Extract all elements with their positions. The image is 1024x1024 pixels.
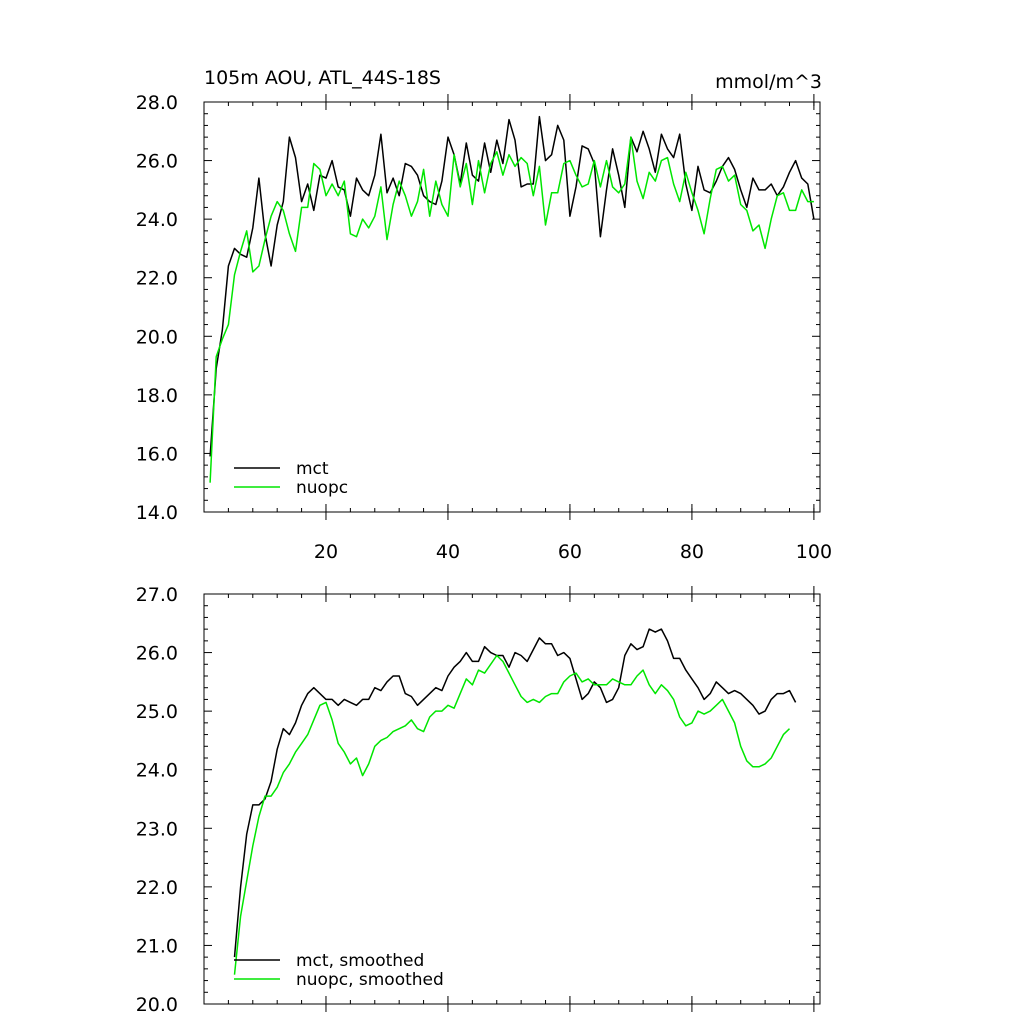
x-tick-label: 60 <box>558 541 582 563</box>
top-panel: 14.0 16.0 18.0 20.0 22.0 24.0 26.0 28.0 20 40 60 80… <box>136 92 832 563</box>
y-tick-label: 22.0 <box>136 268 178 290</box>
x-tick-label: 40 <box>436 541 460 563</box>
y-tick-label: 27.0 <box>136 584 178 606</box>
plot-frame <box>203 101 821 513</box>
legend-label: nuopc, smoothed <box>296 970 444 990</box>
legend-label: mct <box>296 459 329 479</box>
y-tick-label: 23.0 <box>136 818 178 840</box>
y-tick-label: 20.0 <box>136 326 178 348</box>
y-tick-label: 21.0 <box>136 935 178 957</box>
bottom-panel: 20.0 21.0 22.0 23.0 24.0 25.0 26.0 27.0 mct, smo… <box>136 584 821 1016</box>
series-line-nuopc-smoothed <box>233 654 791 975</box>
x-tick-label: 20 <box>314 541 338 563</box>
y-tick-label: 24.0 <box>136 760 178 782</box>
y-tick-label: 28.0 <box>136 92 178 114</box>
units-label: mmol/m^3 <box>715 71 822 93</box>
series-line-nuopc <box>209 136 814 483</box>
chart-title: 105m AOU, ATL_44S-18S <box>204 67 441 89</box>
y-tick-label: 14.0 <box>136 502 178 524</box>
legend-label: nuopc <box>296 478 348 498</box>
series-line-mct-smoothed <box>233 628 797 958</box>
y-tick-label: 26.0 <box>136 151 178 173</box>
legend-label: mct, smoothed <box>296 951 424 971</box>
y-tick-label: 20.0 <box>136 994 178 1016</box>
x-tick-label: 100 <box>796 541 832 563</box>
y-tick-label: 24.0 <box>136 209 178 231</box>
y-tick-label: 25.0 <box>136 701 178 723</box>
plot-frame <box>203 593 821 1005</box>
y-tick-label: 16.0 <box>136 443 178 465</box>
x-tick-label: 80 <box>680 541 704 563</box>
y-tick-label: 22.0 <box>136 877 178 899</box>
y-tick-label: 26.0 <box>136 643 178 665</box>
y-tick-label: 18.0 <box>136 385 178 407</box>
